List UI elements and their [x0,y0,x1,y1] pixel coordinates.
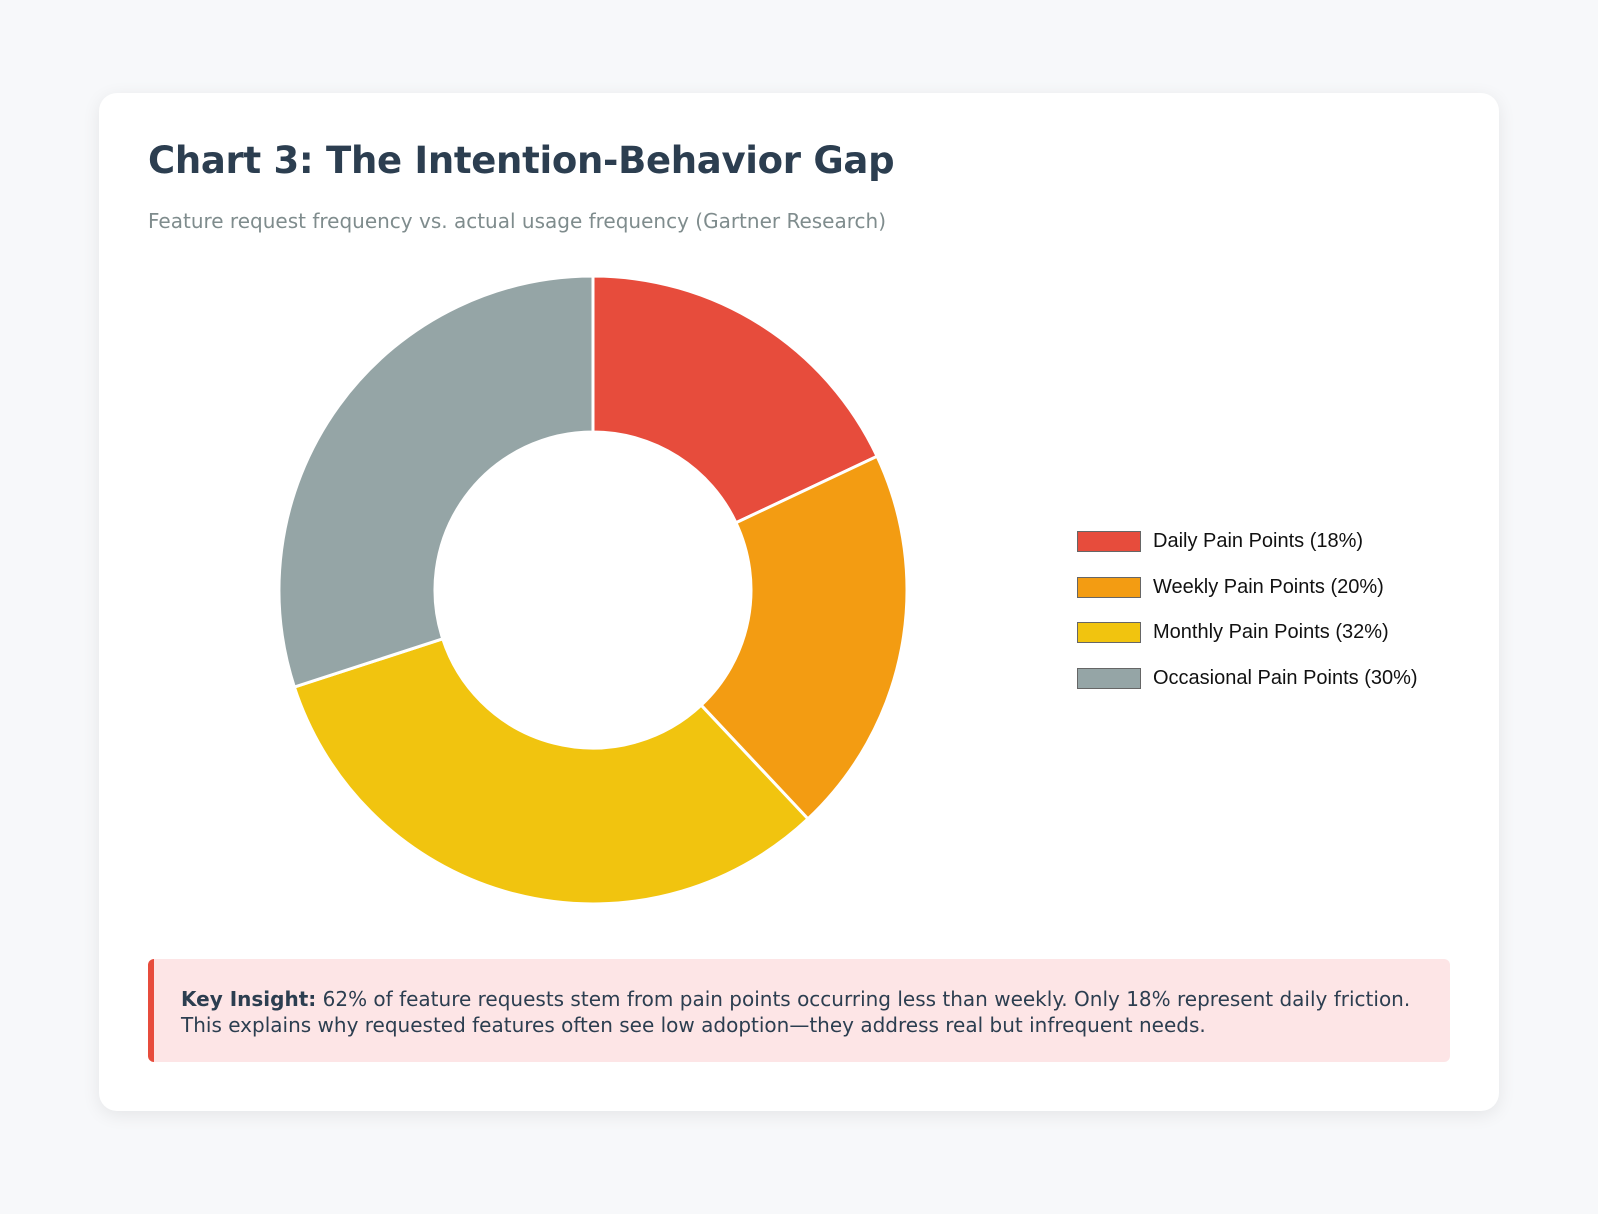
legend-swatch [1077,667,1141,689]
slice-monthly[interactable] [292,636,811,906]
legend-swatch [1077,531,1141,553]
legend-swatch [1077,622,1141,644]
key-insight-label: Key Insight: [181,987,317,1011]
legend-label: Monthly Pain Points (32%) [1153,621,1389,644]
legend-item-monthly[interactable]: Monthly Pain Points (32%) [1077,610,1418,656]
key-insight-text: 62% of feature requests stem from pain p… [181,987,1411,1037]
legend-label: Occasional Pain Points (30%) [1153,666,1418,689]
legend-label: Weekly Pain Points (20%) [1153,575,1384,598]
legend-item-daily[interactable]: Daily Pain Points (18%) [1077,519,1418,565]
chart-title: Chart 3: The Intention-Behavior Gap [148,139,895,182]
slice-occasional[interactable] [277,274,595,689]
legend-swatch [1077,576,1141,598]
legend-item-occasional[interactable]: Occasional Pain Points (30%) [1077,656,1418,702]
legend-item-weekly[interactable]: Weekly Pain Points (20%) [1077,565,1418,611]
key-insight-callout: Key Insight: 62% of feature requests ste… [148,959,1450,1062]
slice-daily[interactable] [591,274,880,525]
chart-card: Chart 3: The Intention-Behavior Gap Feat… [99,93,1499,1111]
slice-weekly[interactable] [699,454,909,822]
chart-legend: Daily Pain Points (18%) Weekly Pain Point… [1077,519,1418,701]
donut-chart [277,274,909,906]
legend-label: Daily Pain Points (18%) [1153,530,1364,553]
chart-subtitle: Feature request frequency vs. actual usa… [148,209,886,233]
